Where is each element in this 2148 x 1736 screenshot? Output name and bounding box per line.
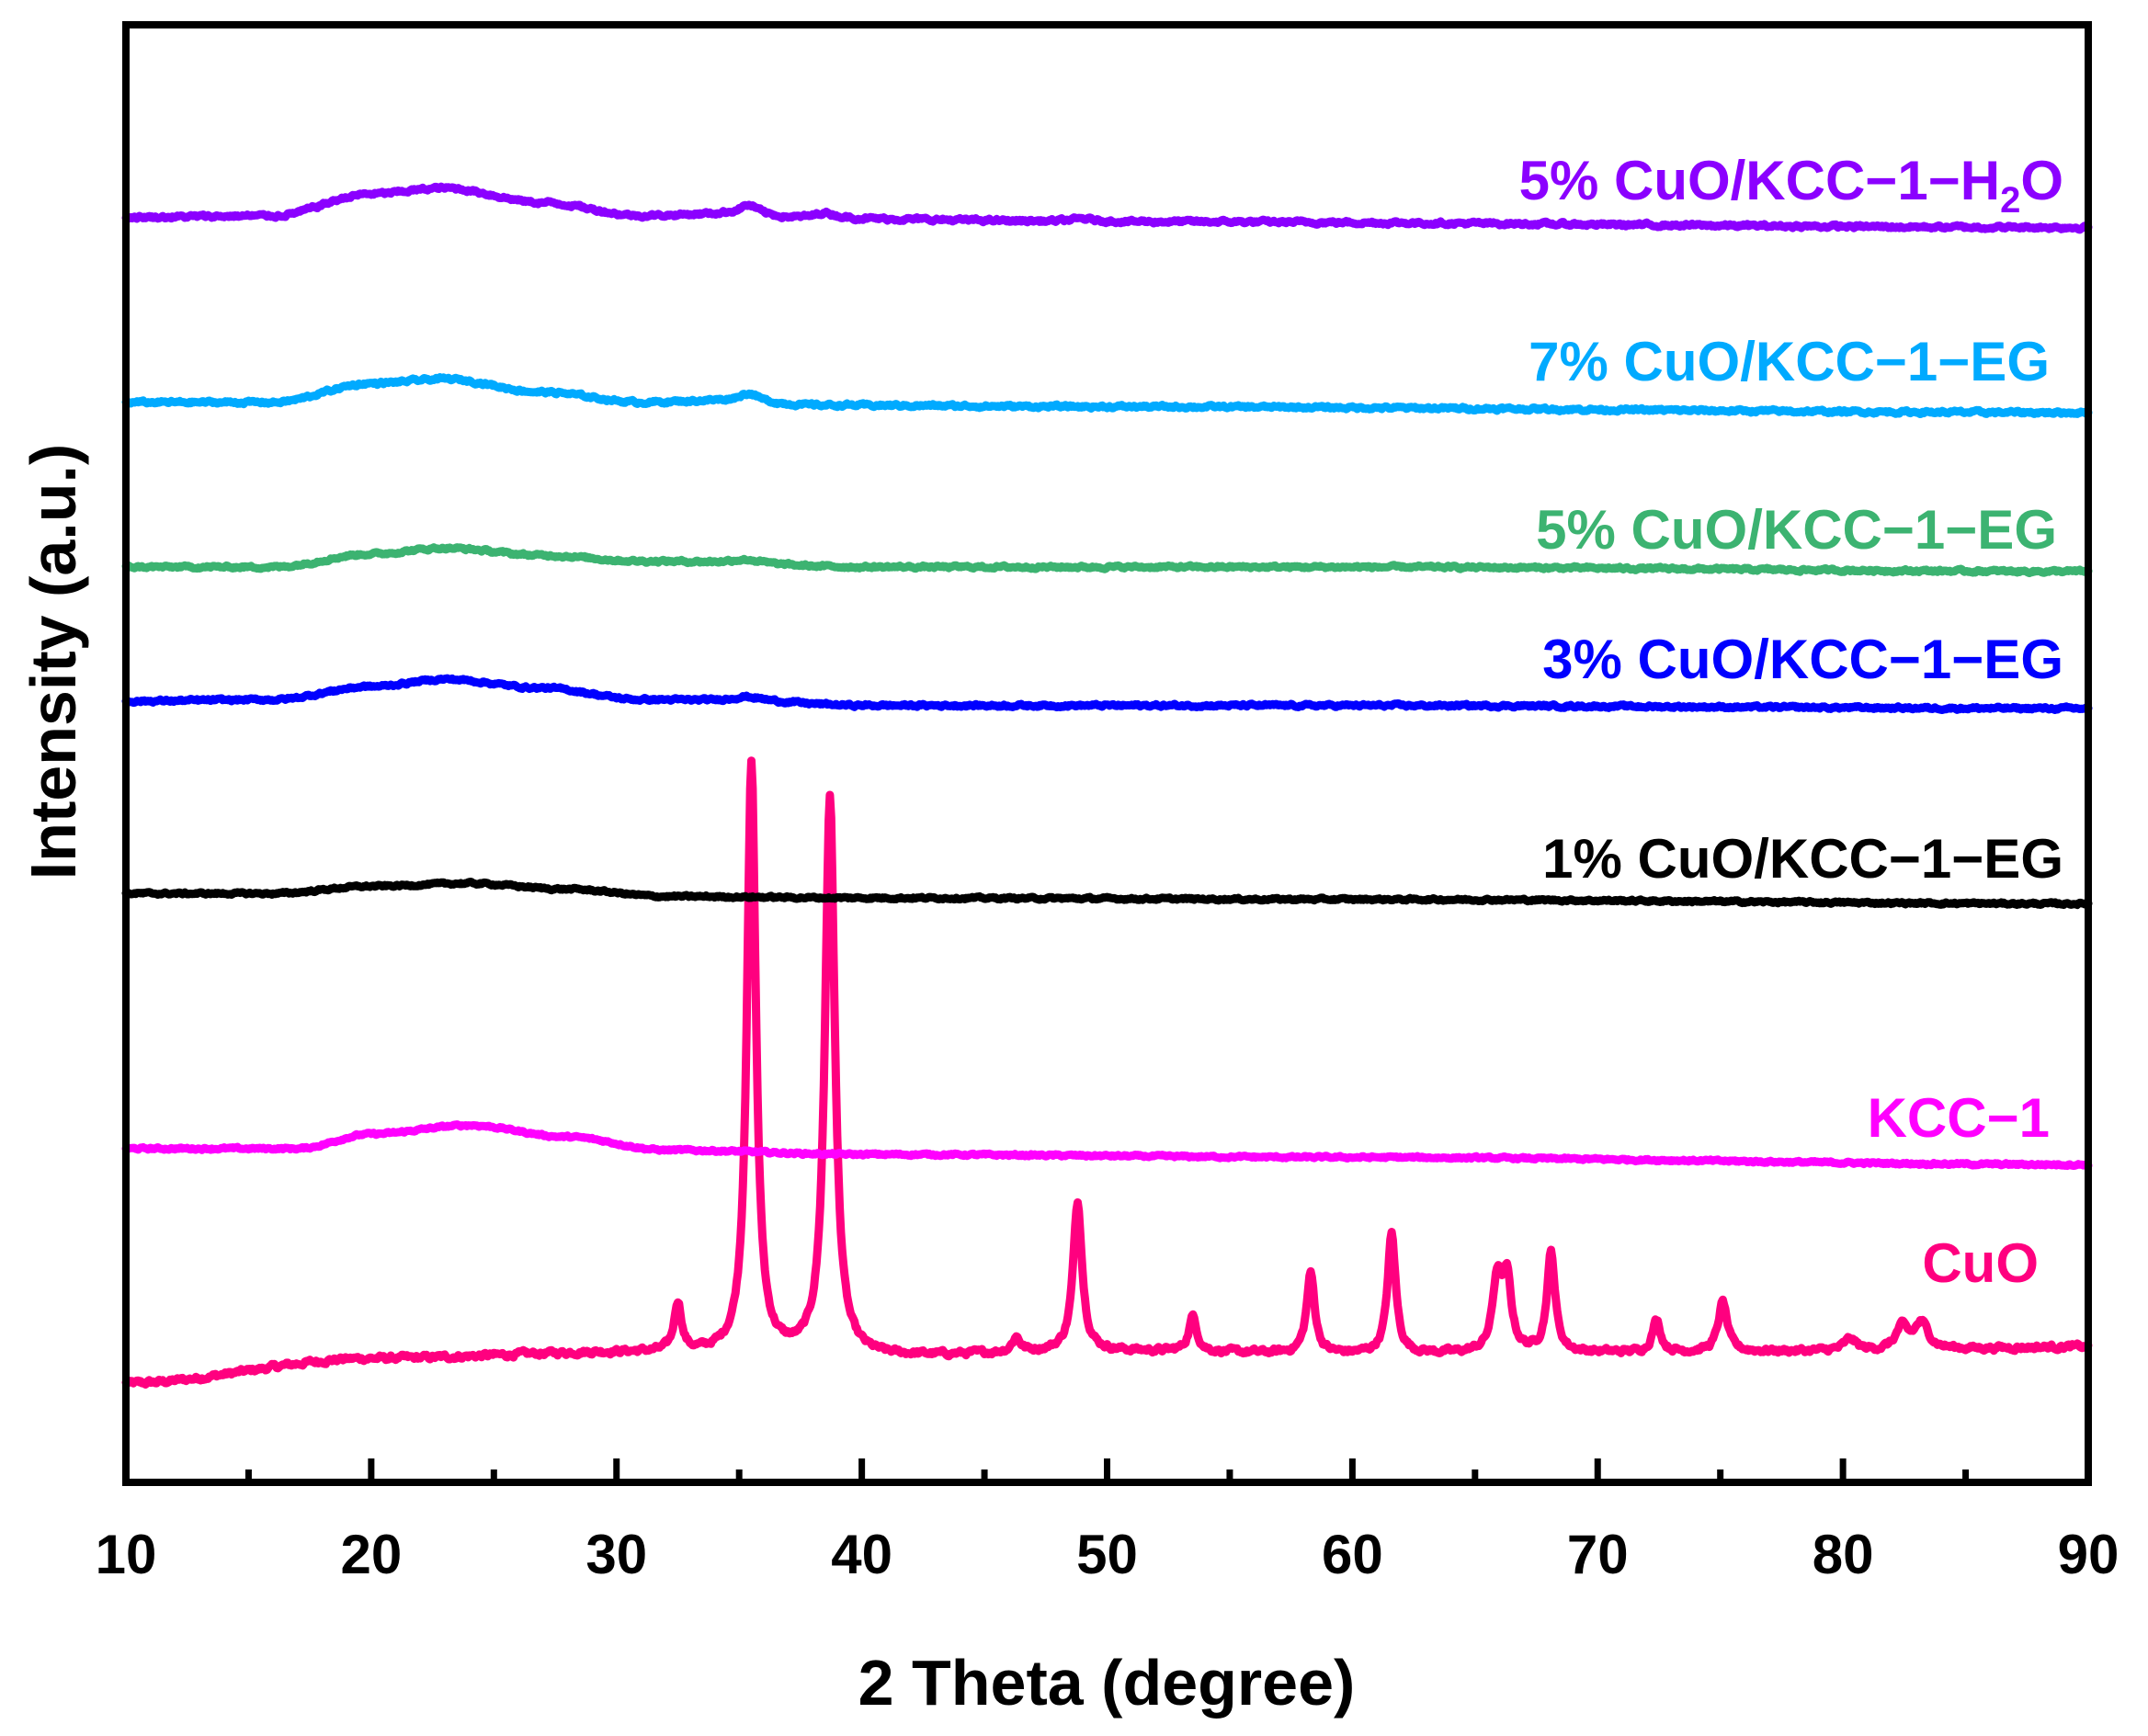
series-label-3-cuo-kcc-1-eg: 3% CuO/KCC−1−EG <box>1542 629 2063 690</box>
series-label-1-cuo-kcc-1-eg: 1% CuO/KCC−1−EG <box>1542 828 2063 890</box>
x-tick-label: 40 <box>831 1524 892 1585</box>
series-label-kcc-1: KCC−1 <box>1868 1087 2050 1149</box>
series-label-5-cuo-kcc-1-eg: 5% CuO/KCC−1−EG <box>1536 499 2057 561</box>
series-label-cuo: CuO <box>1922 1232 2039 1294</box>
x-tick-label: 30 <box>585 1524 647 1585</box>
series-labels: CuO KCC−1 1% CuO/KCC−1−EG 3% CuO/KCC−1−EG 5%… <box>1519 150 2063 1294</box>
y-axis-title: Intensity (a.u.) <box>17 444 89 879</box>
series-line-3-cuo-kcc-1-eg <box>121 674 2093 714</box>
x-tick-label: 10 <box>96 1524 157 1585</box>
x-tick-label: 70 <box>1567 1524 1629 1585</box>
x-axis-title: 2 Theta (degree) <box>858 1647 1356 1719</box>
x-tick-label: 60 <box>1322 1524 1383 1585</box>
x-tick-label: 20 <box>341 1524 403 1585</box>
series-line-7-cuo-kcc-1-eg <box>121 373 2093 419</box>
x-tick-label: 50 <box>1076 1524 1138 1585</box>
x-ticks: 10 20 30 40 50 60 70 80 90 <box>96 1458 2120 1585</box>
series-line-cuo <box>121 756 2093 1389</box>
series-label-7-cuo-kcc-1-eg: 7% CuO/KCC−1−EG <box>1529 331 2050 392</box>
series-label-5-cuo-kcc-1-h2o: 5% CuO/KCC−1−H2O <box>1519 150 2063 221</box>
x-tick-label: 90 <box>2058 1524 2120 1585</box>
series-line-1-cuo-kcc-1-eg <box>121 878 2093 910</box>
x-tick-label: 80 <box>1813 1524 1874 1585</box>
series-line-kcc-1 <box>121 1120 2093 1171</box>
series-line-5-cuo-kcc-1-h2o <box>121 182 2093 234</box>
series-layer <box>121 182 2093 1389</box>
series-line-5-cuo-kcc-1-eg <box>121 543 2093 578</box>
